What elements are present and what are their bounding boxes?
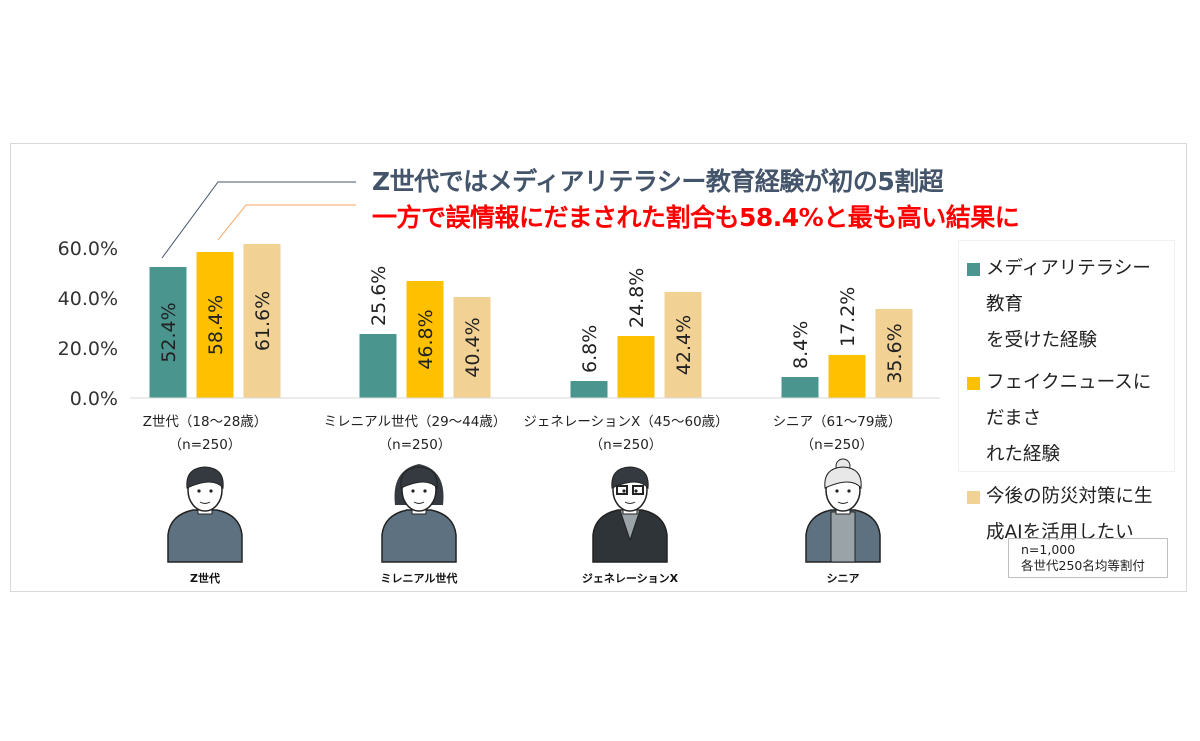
- bar: [570, 381, 608, 398]
- persona-label: シニア: [827, 572, 860, 585]
- bar: [453, 297, 491, 398]
- category-label: ジェネレーションX（45～60歳）: [523, 414, 728, 430]
- legend-label: れた経験: [986, 444, 1061, 465]
- bar: [617, 336, 655, 398]
- bar: [243, 244, 281, 398]
- y-tick-label: 40.0%: [58, 288, 118, 310]
- sample-note: n=1,000 各世代250名均等割付: [1008, 538, 1168, 578]
- data-label: 24.8%: [626, 268, 648, 328]
- persona-label: ジェネレーションX: [582, 572, 679, 585]
- bar: [781, 377, 819, 398]
- data-label: 8.4%: [790, 321, 812, 369]
- data-label: 6.8%: [579, 325, 601, 373]
- data-label: 58.4%: [205, 295, 227, 355]
- legend-label: を受けた経験: [986, 330, 1098, 351]
- bar: [406, 281, 444, 398]
- legend: メディアリテラシー教育を受けた経験 フェイクニュースにだまされた経験 今後の防災…: [958, 240, 1175, 543]
- data-label: 46.8%: [415, 309, 437, 369]
- data-label: 52.4%: [158, 302, 180, 362]
- legend-label: メディアリテラシー教育: [986, 258, 1151, 315]
- y-tick-label: 20.0%: [58, 338, 118, 360]
- senior-woman-avatar-icon: [805, 458, 881, 563]
- legend-item-generative-ai: 今後の防災対策に生 成AIを活用したい: [967, 479, 1166, 551]
- callout-line-orange: [217, 204, 356, 241]
- note-line1: n=1,000: [1021, 542, 1076, 557]
- legend-label: 今後の防災対策に生: [986, 486, 1153, 507]
- callout-line-dark: [161, 181, 356, 259]
- bar: [149, 267, 187, 398]
- bar: [875, 309, 913, 398]
- category-label: Z世代（18～28歳）: [143, 414, 268, 430]
- bar: [359, 334, 397, 398]
- young-man-avatar-icon: [167, 466, 243, 563]
- legend-swatch: [967, 263, 980, 276]
- data-label: 42.4%: [673, 315, 695, 375]
- headline-line2: 一方で誤情報にだまされた割合も58.4%と最も高い結果に: [372, 203, 1020, 232]
- category-sample-label: （n=250）: [379, 437, 452, 453]
- legend-item-media-literacy: メディアリテラシー教育を受けた経験: [967, 251, 1166, 359]
- data-label: 61.6%: [252, 291, 274, 351]
- category-sample-label: （n=250）: [590, 437, 663, 453]
- chart-frame: [10, 143, 1187, 592]
- woman-avatar-icon: [381, 464, 457, 563]
- category-label: シニア（61～79歳）: [773, 414, 902, 430]
- legend-label: 成AIを活用したい: [986, 522, 1134, 543]
- bar: [828, 355, 866, 398]
- data-label: 35.6%: [884, 323, 906, 383]
- category-label: ミレニアル世代（29～44歳）: [324, 414, 507, 430]
- legend-item-fake-news: フェイクニュースにだまされた経験: [967, 365, 1166, 473]
- category-sample-label: （n=250）: [169, 437, 242, 453]
- y-tick-label: 0.0%: [70, 388, 118, 410]
- legend-label: フェイクニュースにだまさ: [986, 372, 1152, 429]
- persona-label: Z世代: [190, 571, 220, 585]
- y-tick-label: 60.0%: [58, 238, 118, 260]
- persona-label: ミレニアル世代: [381, 571, 458, 585]
- category-sample-label: （n=250）: [801, 437, 874, 453]
- legend-swatch: [967, 491, 980, 504]
- data-label: 40.4%: [462, 317, 484, 377]
- man-with-glasses-avatar-icon: [592, 466, 668, 563]
- bar: [196, 252, 234, 398]
- bar: [664, 292, 702, 398]
- legend-swatch: [967, 377, 980, 390]
- headline-line1: Z世代ではメディアリテラシー教育経験が初の5割超: [372, 167, 944, 196]
- data-label: 25.6%: [368, 266, 390, 326]
- note-line2: 各世代250名均等割付: [1021, 558, 1145, 573]
- data-label: 17.2%: [837, 287, 859, 347]
